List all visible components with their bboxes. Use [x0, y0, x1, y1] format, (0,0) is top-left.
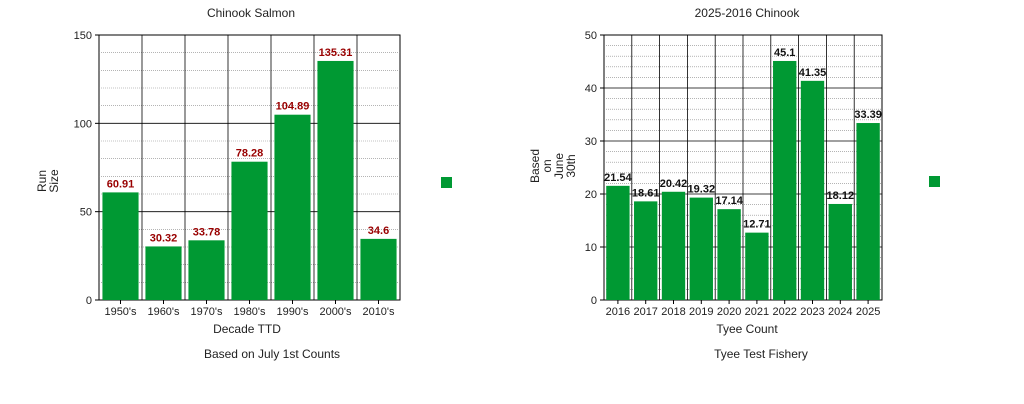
data-label: 19.32 — [688, 184, 716, 196]
data-label: 45.1 — [774, 47, 795, 59]
bar — [634, 201, 658, 300]
data-label: 33.78 — [193, 226, 221, 238]
bar — [717, 209, 741, 300]
bar — [800, 80, 825, 300]
chart-note: Tyee Test Fishery — [714, 347, 808, 361]
y-tick-label: 30 — [585, 136, 597, 148]
x-tick-label: 2018 — [661, 306, 685, 318]
y-axis-label-line: Run — [35, 170, 49, 192]
x-tick-label: 2021 — [745, 306, 769, 318]
x-tick-label: 2000's — [319, 306, 352, 318]
x-axis-label: Decade TTD — [213, 322, 281, 336]
x-tick-label: 2016 — [606, 306, 630, 318]
y-axis-label-line: Based — [528, 149, 542, 183]
x-axis-label: Tyee Count — [716, 322, 778, 336]
chart-2025-2016-chinook: 2025-2016 Chinook Tyee Count Tyee Test F… — [528, 6, 940, 361]
legend-swatch — [441, 177, 452, 188]
chart-title: 2025-2016 Chinook — [695, 6, 801, 20]
x-tick-label: 2025 — [856, 306, 880, 318]
bar — [274, 114, 311, 300]
x-tick-label: 2024 — [828, 306, 852, 318]
data-label: 41.35 — [799, 67, 827, 79]
data-label: 21.54 — [604, 172, 632, 184]
bar — [689, 197, 713, 300]
data-label: 20.42 — [660, 178, 688, 190]
y-tick-label: 0 — [86, 295, 92, 307]
y-tick-label: 40 — [585, 83, 597, 95]
bar — [231, 161, 268, 300]
x-tick-label: 2022 — [772, 306, 796, 318]
y-tick-label: 20 — [585, 189, 597, 201]
y-tick-label: 150 — [74, 30, 92, 42]
y-axis-label-line: 30th — [564, 154, 578, 177]
y-tick-label: 100 — [74, 118, 92, 130]
bar — [145, 246, 182, 300]
x-tick-label: 2023 — [800, 306, 824, 318]
y-axis-label-line: June — [552, 153, 566, 179]
chart-chinook-salmon: Chinook Salmon Decade TTD Based on July … — [35, 6, 452, 361]
legend-swatch — [929, 176, 940, 187]
bar — [188, 240, 225, 300]
y-axis-label-line: on — [540, 159, 554, 172]
bar — [360, 238, 397, 300]
x-tick-label: 1980's — [233, 306, 266, 318]
data-label: 30.32 — [150, 232, 178, 244]
bar — [661, 191, 686, 300]
data-label: 60.91 — [107, 178, 135, 190]
data-label: 18.61 — [632, 187, 660, 199]
bar — [856, 123, 880, 301]
x-tick-label: 1990's — [276, 306, 309, 318]
data-label: 135.31 — [319, 47, 353, 59]
chart-title: Chinook Salmon — [207, 6, 295, 20]
data-label: 12.71 — [743, 219, 771, 231]
data-label: 17.14 — [715, 195, 743, 207]
chart-note: Based on July 1st Counts — [204, 347, 340, 361]
data-label: 33.39 — [854, 109, 882, 121]
data-label: 34.6 — [368, 225, 389, 237]
x-tick-label: 2020 — [717, 306, 741, 318]
y-axis-label: Run Size — [35, 169, 61, 193]
data-label: 78.28 — [236, 148, 264, 160]
y-tick-label: 10 — [585, 242, 597, 254]
y-axis-label-line: Size — [47, 169, 61, 193]
y-tick-label: 0 — [591, 295, 597, 307]
y-tick-label: 50 — [585, 30, 597, 42]
data-label: 104.89 — [276, 101, 310, 113]
x-tick-label: 2019 — [689, 306, 713, 318]
bar — [102, 192, 139, 300]
x-tick-label: 2017 — [633, 306, 657, 318]
data-label: 18.12 — [827, 190, 855, 202]
bar — [828, 203, 852, 300]
x-tick-label: 2010's — [362, 306, 395, 318]
x-tick-label: 1950's — [104, 306, 137, 318]
bar — [745, 232, 769, 300]
bar — [317, 60, 354, 300]
x-tick-label: 1970's — [190, 306, 223, 318]
x-tick-label: 1960's — [147, 306, 180, 318]
bar — [773, 60, 797, 300]
y-tick-label: 50 — [80, 207, 92, 219]
y-axis-label: Based on June 30th — [528, 149, 578, 183]
bar — [606, 185, 630, 300]
